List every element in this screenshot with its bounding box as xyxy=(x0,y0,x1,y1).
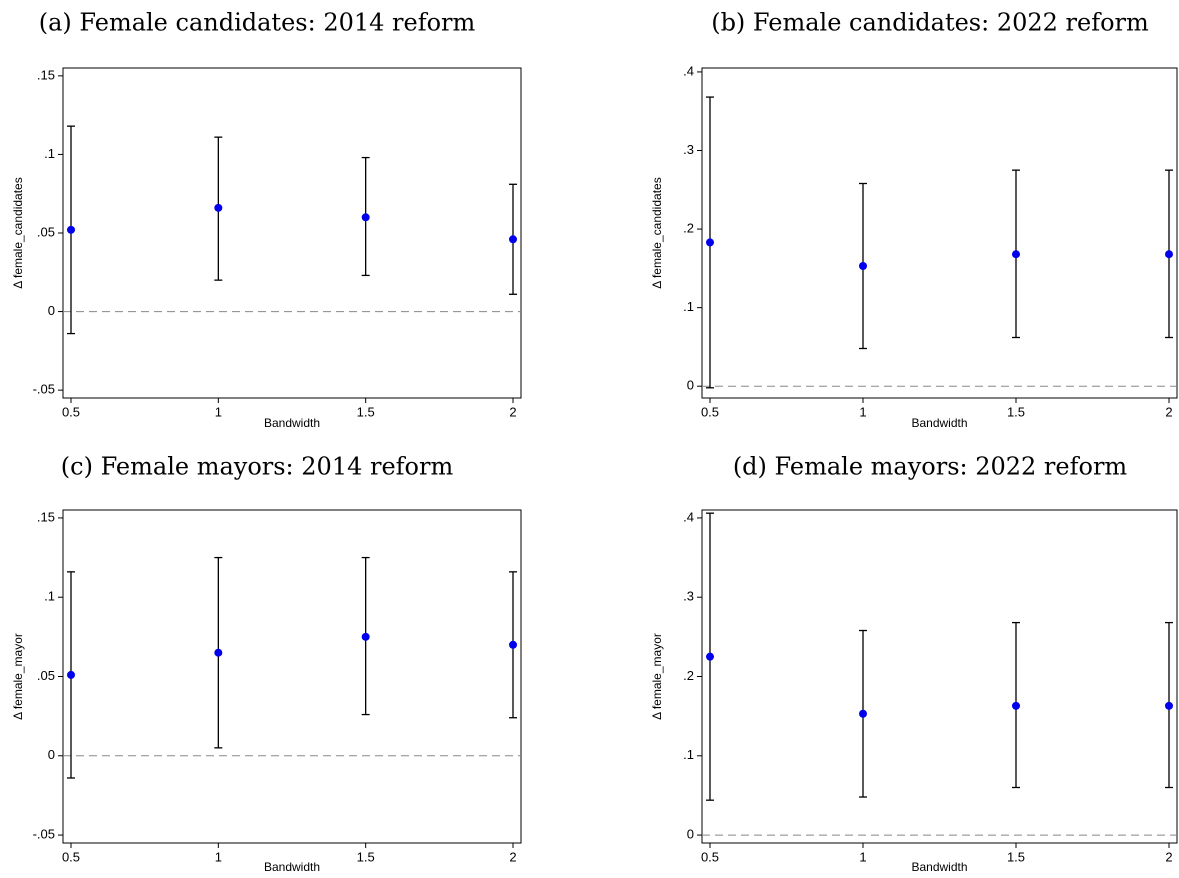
point-estimate xyxy=(1012,701,1020,710)
y-tick-label: -.05 xyxy=(33,827,55,842)
panel-caption: (a) Female candidates: 2014 reform xyxy=(39,9,476,37)
panel-4: (d) Female mayors: 2022 reform 0 .1 .2 .3 .4 0… xyxy=(650,453,1178,874)
y-axis-title: Δ female_mayor xyxy=(11,633,25,720)
y-tick-label: .05 xyxy=(37,668,55,683)
y-axis-title: Δ female_mayor xyxy=(650,633,664,720)
x-tick-label: 1 xyxy=(215,404,222,419)
x-tick-label: 0.5 xyxy=(701,849,719,864)
plot-frame xyxy=(62,509,522,844)
y-tick-label: .1 xyxy=(683,747,694,762)
point-estimate xyxy=(361,213,370,222)
x-axis-title: Bandwidth xyxy=(264,416,320,430)
point-estimate xyxy=(214,648,223,657)
point-estimate xyxy=(706,238,714,247)
panel-caption: (d) Female mayors: 2022 reform xyxy=(733,453,1128,481)
y-tick-label: -.05 xyxy=(33,382,55,397)
panel-3: (c) Female mayors: 2014 reform -.05 0 .05 .1… xyxy=(11,453,522,874)
panel-caption: (c) Female mayors: 2014 reform xyxy=(61,453,454,481)
point-estimate xyxy=(1165,250,1173,259)
x-tick-label: 1.5 xyxy=(1007,849,1025,864)
point-estimate xyxy=(214,203,223,212)
x-tick-label: 0.5 xyxy=(62,849,80,864)
x-tick-label: 1.5 xyxy=(357,404,375,419)
y-tick-label: .1 xyxy=(44,146,55,161)
panel-caption: (b) Female candidates: 2022 reform xyxy=(711,9,1149,37)
x-tick-label: 1.5 xyxy=(357,849,375,864)
x-tick-label: 1 xyxy=(859,849,866,864)
panel-1: (a) Female candidates: 2014 reform -.05 0.… xyxy=(11,9,522,430)
y-tick-label: 0 xyxy=(687,827,694,842)
point-estimate xyxy=(67,225,75,234)
x-tick-label: 2 xyxy=(509,404,516,419)
y-tick-label: .4 xyxy=(683,63,694,78)
y-tick-label: .3 xyxy=(683,589,694,604)
point-estimate xyxy=(509,235,517,244)
x-tick-label: 1 xyxy=(859,404,866,419)
point-estimate xyxy=(67,670,75,679)
x-tick-label: 0.5 xyxy=(62,404,80,419)
y-tick-label: .05 xyxy=(37,224,55,239)
plot-frame xyxy=(701,509,1178,844)
y-tick-label: .3 xyxy=(683,142,694,157)
point-estimate xyxy=(361,632,370,641)
x-tick-label: 1.5 xyxy=(1007,404,1025,419)
y-tick-label: .2 xyxy=(683,221,694,236)
x-tick-label: 2 xyxy=(1165,404,1172,419)
y-tick-label: .15 xyxy=(37,509,55,524)
x-axis-title: Bandwidth xyxy=(264,860,320,874)
y-tick-label: .1 xyxy=(44,589,55,604)
y-tick-label: .2 xyxy=(683,668,694,683)
y-tick-label: 0 xyxy=(687,378,694,393)
x-tick-label: 1 xyxy=(215,849,222,864)
y-tick-label: .15 xyxy=(37,67,55,82)
point-estimate xyxy=(509,640,517,649)
y-tick-label: .1 xyxy=(683,299,694,314)
x-tick-label: 2 xyxy=(509,849,516,864)
y-axis-title: Δ female_candidates xyxy=(11,177,25,288)
point-estimate xyxy=(859,262,867,270)
panel-2: (b) Female candidates: 2022 reform 0 .1 .2.… xyxy=(650,9,1178,430)
x-axis-title: Bandwidth xyxy=(911,860,967,874)
x-tick-label: 0.5 xyxy=(701,404,719,419)
y-tick-label: 0 xyxy=(48,303,55,318)
point-estimate xyxy=(706,652,714,661)
point-estimate xyxy=(859,709,867,718)
y-axis-title: Δ female_candidates xyxy=(650,177,664,288)
point-estimate xyxy=(1012,250,1020,259)
y-tick-label: .4 xyxy=(683,509,694,524)
point-estimate xyxy=(1165,701,1173,710)
plot-frame xyxy=(62,67,522,399)
x-tick-label: 2 xyxy=(1165,849,1172,864)
y-tick-label: 0 xyxy=(48,747,55,762)
plot-frame xyxy=(701,67,1178,399)
x-axis-title: Bandwidth xyxy=(911,416,967,430)
